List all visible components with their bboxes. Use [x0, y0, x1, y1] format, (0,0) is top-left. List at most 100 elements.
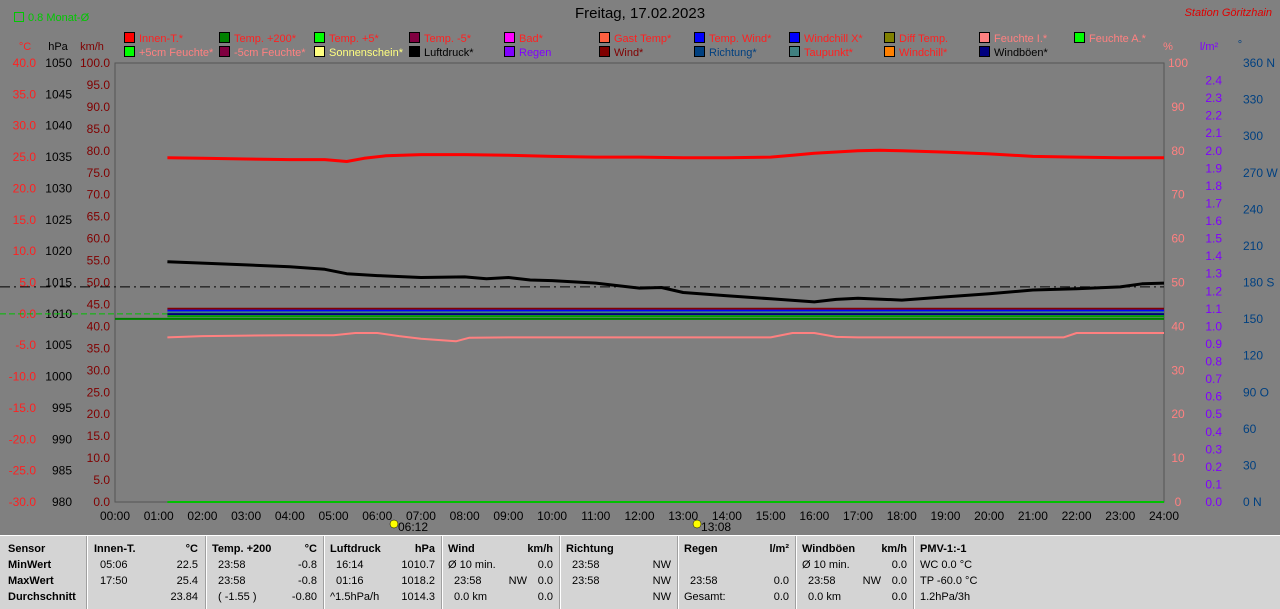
legend-item[interactable]: Temp. +5*: [314, 32, 379, 45]
legend-item[interactable]: Diff Temp.: [884, 32, 948, 45]
druck-avg-value: 1014.3: [401, 591, 435, 603]
legend-item[interactable]: -5cm Feuchte*: [219, 46, 306, 59]
kmh-tick: 95.0: [87, 78, 111, 92]
hpa-tick: 1015: [45, 276, 72, 290]
temp-tick: -10.0: [9, 370, 37, 384]
druck-title: Luftdruck: [330, 543, 381, 555]
hpa-tick: 1050: [45, 56, 72, 70]
legend-label: Luftdruck*: [424, 47, 474, 59]
legend-label: Taupunkt*: [804, 47, 853, 59]
boeen-distance: 0.0 km: [808, 591, 842, 603]
row-label-sensor: Sensor: [8, 543, 46, 555]
richtung-min-time: 23:58: [572, 559, 600, 571]
innen-max-time: 17:50: [100, 575, 128, 587]
legend-item[interactable]: Temp. Wind*: [694, 32, 771, 45]
legend-label: Regen: [519, 47, 552, 59]
pct-tick: 40: [1171, 319, 1185, 333]
rain-tick: 1.2: [1205, 284, 1222, 298]
druck-min-time: 16:14: [336, 559, 364, 571]
x-tick: 20:00: [974, 509, 1004, 523]
page-title: Freitag, 17.02.2023: [574, 5, 706, 22]
boeen-max-time: 23:58: [808, 575, 836, 587]
sunset-label: 13:08: [701, 520, 731, 534]
legend-swatch: [979, 32, 990, 43]
regen-title: Regen: [684, 543, 718, 555]
legend-item[interactable]: Wind*: [599, 46, 643, 59]
hpa-tick: 980: [52, 495, 72, 509]
legend-item[interactable]: Windböen*: [979, 46, 1048, 59]
legend-swatch: [504, 32, 515, 43]
regen-unit: l/m²: [769, 543, 789, 555]
row-label-min: MinWert: [8, 559, 52, 571]
legend-item[interactable]: Innen-T.*: [124, 32, 183, 45]
plot-area: [114, 62, 1165, 503]
summary-panel: Sensor MinWert MaxWert Durchschnitt Inne…: [0, 535, 1280, 609]
druck-column: Luftdruck hPa 16:14 1010.7 01:16 1018.2 ^1.…: [330, 541, 435, 605]
legend-item[interactable]: Taupunkt*: [789, 46, 853, 59]
regen-total-value: 0.0: [773, 591, 789, 603]
richtung-title: Richtung: [566, 543, 614, 555]
pmv-pressure-trend: 1.2hPa/3h: [920, 591, 971, 603]
legend-item[interactable]: Feuchte I.*: [979, 32, 1047, 45]
richtung-column: Richtung 23:58 NW 23:58 NW NW: [566, 541, 671, 605]
wind-title: Wind: [448, 543, 475, 555]
boeen-column: Windböen km/h Ø 10 min. 0.0 23:58 NW 0.0 0.0…: [802, 541, 907, 605]
legend-item[interactable]: Gast Temp*: [599, 32, 671, 45]
legend-item[interactable]: Windchill*: [884, 46, 947, 59]
legend-item[interactable]: Bad*: [504, 32, 543, 45]
legend-item[interactable]: Sonnenschein*: [314, 46, 403, 59]
rain-tick: 1.7: [1205, 196, 1222, 210]
temp-tick: -15.0: [9, 401, 37, 415]
legend-item[interactable]: Temp. -5*: [409, 32, 471, 45]
legend-label: Temp. +200*: [234, 33, 297, 45]
wind-distance: 0.0 km: [454, 591, 488, 603]
pct-tick: 70: [1171, 188, 1185, 202]
x-tick: 22:00: [1062, 509, 1092, 523]
innen-min-time: 05:06: [100, 559, 128, 571]
temp-tick: 5.0: [19, 276, 36, 290]
kmh-tick: 45.0: [87, 297, 111, 311]
legend-item[interactable]: Richtung*: [694, 46, 757, 59]
dir-tick: 30: [1243, 458, 1257, 472]
pct-tick: 100: [1168, 56, 1188, 70]
x-tick: 13:00: [668, 509, 698, 523]
regen-column: Regen l/m² 23:58 0.0 Gesamt: 0.0: [684, 541, 789, 605]
legend-item[interactable]: Temp. +200*: [219, 32, 296, 45]
druck-unit: hPa: [414, 543, 435, 555]
temp-tick: -5.0: [15, 338, 36, 352]
regen-total-label: Gesamt:: [684, 591, 726, 603]
kmh-tick: 55.0: [87, 254, 111, 268]
pct-tick: 0: [1175, 495, 1182, 509]
legend-item[interactable]: Luftdruck*: [409, 46, 474, 59]
x-tick: 08:00: [450, 509, 480, 523]
richtung-avg-value: NW: [652, 591, 671, 603]
legend-label: Feuchte I.*: [994, 33, 1048, 45]
legend-swatch: [884, 32, 895, 43]
legend-item[interactable]: Feuchte A.*: [1074, 32, 1146, 45]
innen-title: Innen-T.: [94, 543, 136, 555]
legend-label: +5cm Feuchte*: [139, 47, 214, 59]
legend-item[interactable]: +5cm Feuchte*: [124, 46, 213, 59]
legend-item[interactable]: Regen: [504, 46, 551, 59]
innen-avg-value: 23.84: [170, 591, 198, 603]
boeen-min-value: 0.0: [891, 559, 907, 571]
monthly-average-toggle[interactable]: 0.8 Monat-Ø: [14, 12, 89, 24]
wind-unit: km/h: [527, 543, 553, 555]
kmh-tick: 50.0: [87, 276, 111, 290]
rain-tick: 0.6: [1205, 390, 1222, 404]
temp-tick: -30.0: [9, 495, 37, 509]
temp200-max-time: 23:58: [218, 575, 246, 587]
legend-item[interactable]: Windchill X*: [789, 32, 863, 45]
kmh-tick: 5.0: [93, 473, 110, 487]
x-tick: 05:00: [319, 509, 349, 523]
innen-column: Innen-T. °C 05:06 22.5 17:50 25.4 23.84: [94, 541, 198, 605]
dir-tick: 120: [1243, 349, 1263, 363]
legend-label: Windchill*: [899, 47, 948, 59]
x-tick: 10:00: [537, 509, 567, 523]
x-tick: 21:00: [1018, 509, 1048, 523]
richtung-min-value: NW: [652, 559, 671, 571]
temp-tick: 30.0: [13, 119, 37, 133]
rain-tick: 1.6: [1205, 214, 1222, 228]
dir-tick: 60: [1243, 422, 1257, 436]
boeen-title: Windböen: [802, 543, 856, 555]
